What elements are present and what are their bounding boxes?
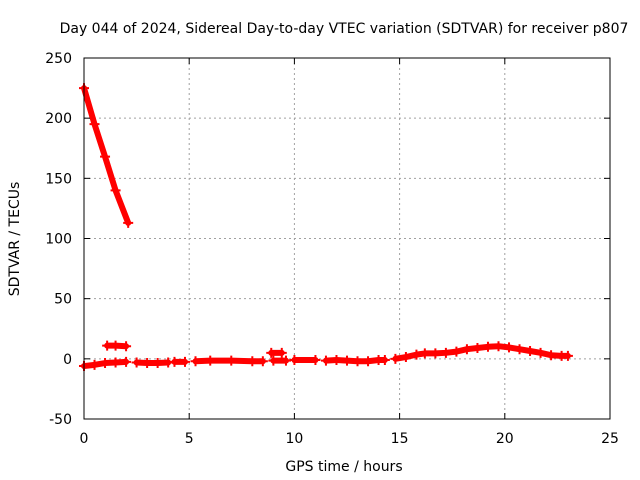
data-point: [89, 359, 100, 370]
data-point: [110, 357, 121, 368]
data-point: [102, 340, 113, 351]
data-point: [257, 356, 268, 367]
data-point: [276, 347, 287, 358]
data-point: [363, 356, 374, 367]
data-point: [493, 341, 504, 352]
y-axis-label: SDTVAR / TECUs: [7, 182, 23, 297]
data-point: [546, 350, 557, 361]
y-tick-label: 50: [54, 292, 72, 308]
x-tick-label: 15: [391, 431, 409, 447]
data-point: [461, 344, 472, 355]
data-point: [89, 119, 100, 130]
data-point: [190, 356, 201, 367]
data-point: [352, 356, 363, 367]
data-point: [100, 358, 111, 369]
data-point: [121, 356, 132, 367]
data-point: [390, 353, 401, 364]
data-point: [504, 342, 515, 353]
y-tick-label: 0: [63, 352, 72, 368]
data-point: [110, 340, 121, 351]
data-point: [440, 347, 451, 358]
data-point: [310, 355, 321, 366]
y-tick-label: 100: [45, 232, 72, 248]
x-tick-label: 20: [496, 431, 514, 447]
data-point: [280, 355, 291, 366]
axis-ticks: 0 5 10 15 20 25 -50 0 50 100 150 200 250: [45, 51, 619, 447]
x-tick-label: 5: [185, 431, 194, 447]
data-series: [79, 83, 573, 372]
data-point: [419, 348, 430, 359]
data-point: [266, 347, 277, 358]
data-point: [131, 357, 142, 368]
data-point: [121, 341, 132, 352]
data-point: [247, 356, 258, 367]
data-point: [562, 350, 573, 361]
y-tick-label: -50: [49, 412, 72, 428]
data-point: [400, 352, 411, 363]
data-point: [110, 185, 121, 196]
y-tick-label: 250: [45, 51, 72, 67]
data-point: [100, 151, 111, 162]
chart-title: Day 044 of 2024, Sidereal Day-to-day VTE…: [60, 21, 629, 37]
data-point: [289, 355, 300, 366]
data-point: [482, 341, 493, 352]
data-point: [142, 358, 153, 369]
series-trace: [133, 359, 172, 367]
data-point: [268, 355, 279, 366]
data-point: [451, 346, 462, 357]
series-trace: [81, 85, 132, 226]
data-point: [320, 355, 331, 366]
x-tick-label: 10: [285, 431, 303, 447]
data-point: [205, 355, 216, 366]
data-point: [430, 348, 441, 359]
data-point: [472, 343, 483, 354]
data-point: [379, 355, 390, 366]
x-tick-label: 25: [601, 431, 619, 447]
data-point: [179, 356, 190, 367]
data-point: [514, 344, 525, 355]
data-point: [226, 355, 237, 366]
data-point: [331, 355, 342, 366]
x-axis-label: GPS time / hours: [285, 459, 402, 475]
data-point: [123, 217, 134, 228]
data-point: [525, 346, 536, 357]
x-tick-label: 0: [80, 431, 89, 447]
y-tick-label: 150: [45, 171, 72, 187]
data-point: [342, 355, 352, 366]
data-point: [169, 356, 180, 367]
data-point: [411, 349, 422, 360]
data-point: [535, 347, 546, 358]
y-tick-label: 200: [45, 111, 72, 127]
data-point: [152, 358, 163, 369]
